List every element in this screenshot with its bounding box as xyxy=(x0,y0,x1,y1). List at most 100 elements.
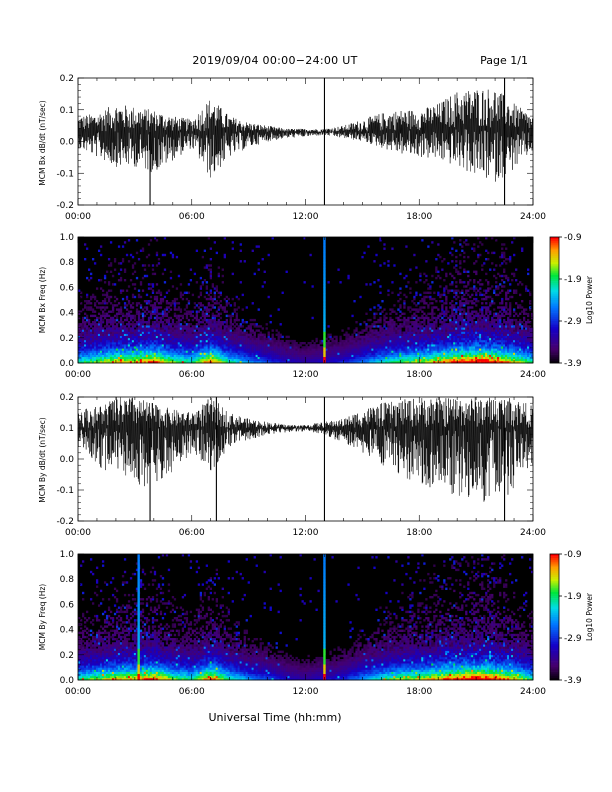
spectrogram-cell xyxy=(129,253,133,257)
spectrogram-cell xyxy=(443,314,446,318)
spectrogram-cell xyxy=(361,346,364,349)
spectrogram-cell xyxy=(329,342,332,345)
spectrogram-cell xyxy=(115,350,119,353)
spectrogram-cell xyxy=(437,314,440,318)
spectrogram-cell xyxy=(177,321,181,324)
spectrogram-cell xyxy=(211,344,215,347)
spectrogram-cell xyxy=(101,333,105,336)
spectrogram-cell xyxy=(363,342,366,345)
spectrogram-cell xyxy=(159,348,163,351)
spectrogram-cell xyxy=(173,331,177,334)
spectrogram-cell xyxy=(109,316,113,320)
spectrogram-cell xyxy=(191,327,195,330)
spectrogram-cell xyxy=(105,358,109,362)
spectrogram-cell xyxy=(163,268,167,271)
spectrogram-cell xyxy=(337,354,340,357)
spectrogram-cell xyxy=(189,358,193,362)
spectrogram-cell xyxy=(389,348,392,351)
spectrogram-cell xyxy=(429,329,432,332)
spectrogram-cell xyxy=(163,323,167,326)
spectrogram-cell xyxy=(277,348,280,351)
spectrogram-cell xyxy=(85,346,89,349)
spectrogram-cell xyxy=(137,342,141,345)
spectrogram-cell xyxy=(253,342,256,345)
spectrogram-cell xyxy=(465,335,468,339)
spectrogram-cell xyxy=(471,352,474,355)
spectrogram-cell xyxy=(391,321,394,324)
spectrogram-cell xyxy=(95,327,99,330)
spectrogram-cell xyxy=(181,339,185,343)
spectrogram-cell xyxy=(415,310,418,313)
spectrogram-cell xyxy=(155,318,159,322)
spectrogram-cell xyxy=(491,339,494,343)
spectrogram-cell xyxy=(357,348,360,351)
spectrogram-cell xyxy=(219,352,222,355)
spectrogram-cell xyxy=(391,348,394,351)
spectrogram-cell xyxy=(281,344,284,347)
spectrogram-cell xyxy=(467,300,470,303)
spectrogram-cell xyxy=(243,321,246,324)
spectrogram-cell xyxy=(227,358,230,362)
spectrogram-cell xyxy=(365,333,368,336)
spectrogram-cell xyxy=(489,321,492,324)
spectrogram-cell xyxy=(475,333,478,336)
spectrogram-cell xyxy=(281,360,284,364)
spectrogram-cell xyxy=(343,344,346,347)
spectrogram-cell xyxy=(237,346,240,349)
spectrogram-cell xyxy=(203,266,207,269)
spectrogram-cell xyxy=(447,316,450,320)
spectrogram-cell xyxy=(279,323,282,326)
spectrogram-cell xyxy=(393,350,396,353)
spectrogram-cell xyxy=(145,321,149,324)
spectrogram-cell xyxy=(393,335,396,339)
spectrogram-cell xyxy=(105,295,109,299)
spectrogram-cell xyxy=(169,337,173,341)
spectrogram-cell xyxy=(157,302,161,305)
spectrogram-cell xyxy=(319,358,322,362)
spectrogram-cell xyxy=(411,331,414,334)
spectrogram-cell xyxy=(385,356,388,360)
spectrogram-cell xyxy=(425,346,428,349)
spectrogram-cell xyxy=(99,325,103,328)
spectrogram-cell xyxy=(461,314,464,318)
spectrogram-cell xyxy=(151,304,155,307)
spectrogram-cell xyxy=(301,348,304,351)
spectrogram-cell xyxy=(423,344,426,347)
spectrogram-cell xyxy=(93,335,97,339)
spectrogram-cell xyxy=(457,348,460,351)
spectrogram-cell xyxy=(179,318,183,322)
spectrogram-cell xyxy=(361,339,364,343)
spectrogram-cell xyxy=(437,270,440,273)
spectrogram-cell xyxy=(465,321,468,324)
spectrogram-cell xyxy=(261,327,264,330)
spectrogram-cell xyxy=(107,327,111,330)
spectrogram-cell xyxy=(229,321,232,324)
spectrogram-cell xyxy=(263,346,266,349)
spectrogram-cell xyxy=(95,346,99,349)
spectrogram-cell xyxy=(391,344,394,347)
spectrogram-cell xyxy=(143,339,147,343)
spectrogram-cell xyxy=(181,342,185,345)
spectrogram-cell xyxy=(295,360,298,364)
spectrogram-cell xyxy=(213,297,216,301)
spectrogram-cell xyxy=(469,329,472,332)
spectrogram-cell xyxy=(227,325,230,328)
spectrogram-cell xyxy=(461,291,464,294)
spectrogram-cells xyxy=(78,237,534,364)
spectrogram-cell xyxy=(207,348,211,351)
spectrogram-cell xyxy=(483,318,486,322)
spectrogram-cell xyxy=(167,354,171,357)
spectrogram-cell xyxy=(377,337,380,341)
spectrogram-cell xyxy=(311,354,314,357)
spectrogram-cell xyxy=(449,333,452,336)
spectrogram-cell xyxy=(171,335,175,339)
spectrogram-cell xyxy=(233,331,236,334)
spectrogram-cell xyxy=(131,342,135,345)
spectrogram-cell xyxy=(413,337,416,341)
spectrogram-cell xyxy=(169,335,173,339)
spectrogram-cell xyxy=(141,337,145,341)
spectrogram-cell xyxy=(385,344,388,347)
spectrogram-cell xyxy=(113,342,117,345)
spectrogram-cell xyxy=(207,360,211,364)
spectrogram-cell xyxy=(141,316,145,320)
